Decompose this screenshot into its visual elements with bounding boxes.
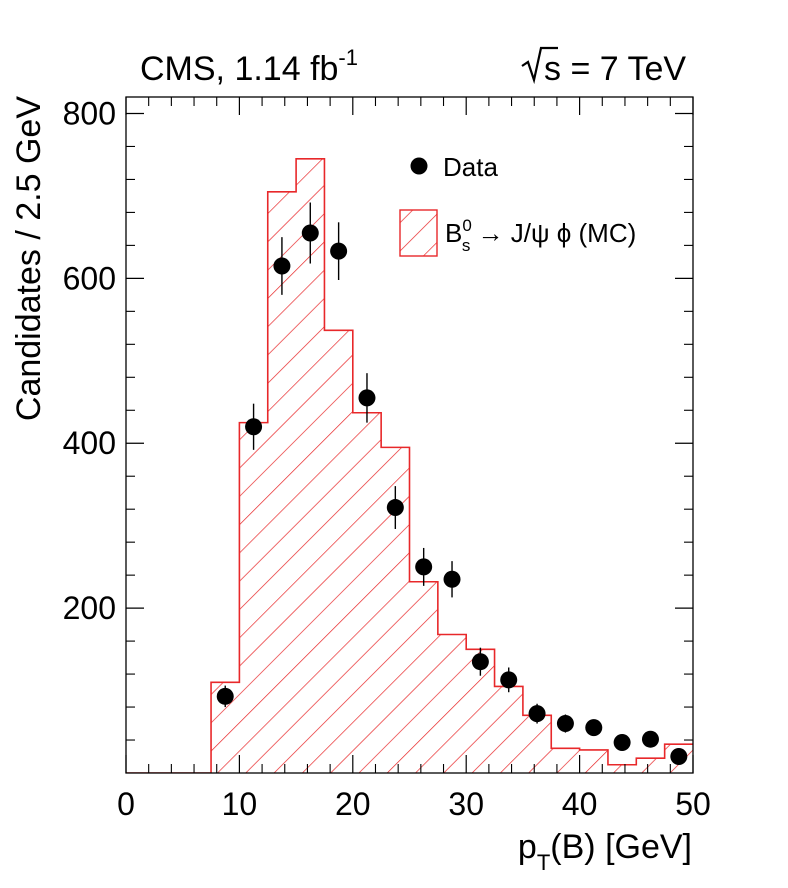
legend-data-marker bbox=[410, 157, 428, 175]
sqrt-symbol bbox=[521, 46, 558, 85]
legend-data-label: Data bbox=[443, 152, 498, 182]
y-tick-label: 400 bbox=[63, 425, 116, 461]
energy-label: s = 7 TeV bbox=[521, 46, 686, 88]
legend-mc-suffix: → J/ψ ϕ (MC) bbox=[470, 218, 636, 248]
data-points bbox=[216, 202, 688, 766]
data-point bbox=[585, 719, 603, 737]
legend-mc-sup: 0 bbox=[462, 216, 471, 235]
x-tick-label: 0 bbox=[117, 786, 135, 822]
data-point bbox=[556, 715, 574, 733]
data-point bbox=[301, 224, 319, 242]
data-point bbox=[216, 687, 234, 705]
energy-text: s = 7 TeV bbox=[544, 50, 686, 88]
data-point bbox=[528, 705, 546, 723]
data-point bbox=[641, 730, 659, 748]
axes: 0 10 20 30 40 50 200 400 600 800 bbox=[63, 95, 711, 822]
data-point bbox=[330, 242, 348, 260]
x-axis-title: pT(B) [GeV] bbox=[518, 828, 692, 875]
y-axis-title: Candidates / 2.5 GeV bbox=[10, 96, 48, 421]
experiment-label: CMS, 1.14 fb-1 bbox=[140, 45, 358, 88]
y-tick-label: 800 bbox=[63, 95, 116, 131]
luminosity-exponent: -1 bbox=[338, 45, 358, 70]
data-point bbox=[443, 570, 461, 588]
legend-mc-label: B0 s → J/ψ ϕ (MC) bbox=[445, 216, 636, 255]
x-tick-label: 50 bbox=[675, 786, 711, 822]
data-point bbox=[613, 733, 631, 751]
x-tick-label: 20 bbox=[335, 786, 371, 822]
data-point bbox=[273, 257, 291, 275]
y-tick-label: 200 bbox=[63, 590, 116, 626]
data-point bbox=[415, 558, 433, 576]
legend: Data B0 s → J/ψ ϕ (MC) bbox=[399, 152, 636, 257]
x-tick-label: 10 bbox=[222, 786, 258, 822]
plot-frame bbox=[125, 96, 694, 774]
data-point bbox=[471, 653, 489, 671]
x-tick-label: 40 bbox=[562, 786, 598, 822]
data-point bbox=[386, 499, 404, 517]
mc-histogram-outline bbox=[126, 158, 693, 773]
data-point bbox=[245, 418, 263, 436]
x-tick-label: 30 bbox=[448, 786, 484, 822]
legend-mc-swatch bbox=[399, 209, 438, 257]
mc-histogram bbox=[126, 158, 693, 773]
data-point bbox=[670, 748, 688, 766]
data-point bbox=[500, 671, 518, 689]
data-point bbox=[358, 389, 376, 407]
legend-mc-sub: s bbox=[462, 236, 471, 255]
y-tick-label: 600 bbox=[63, 260, 116, 296]
